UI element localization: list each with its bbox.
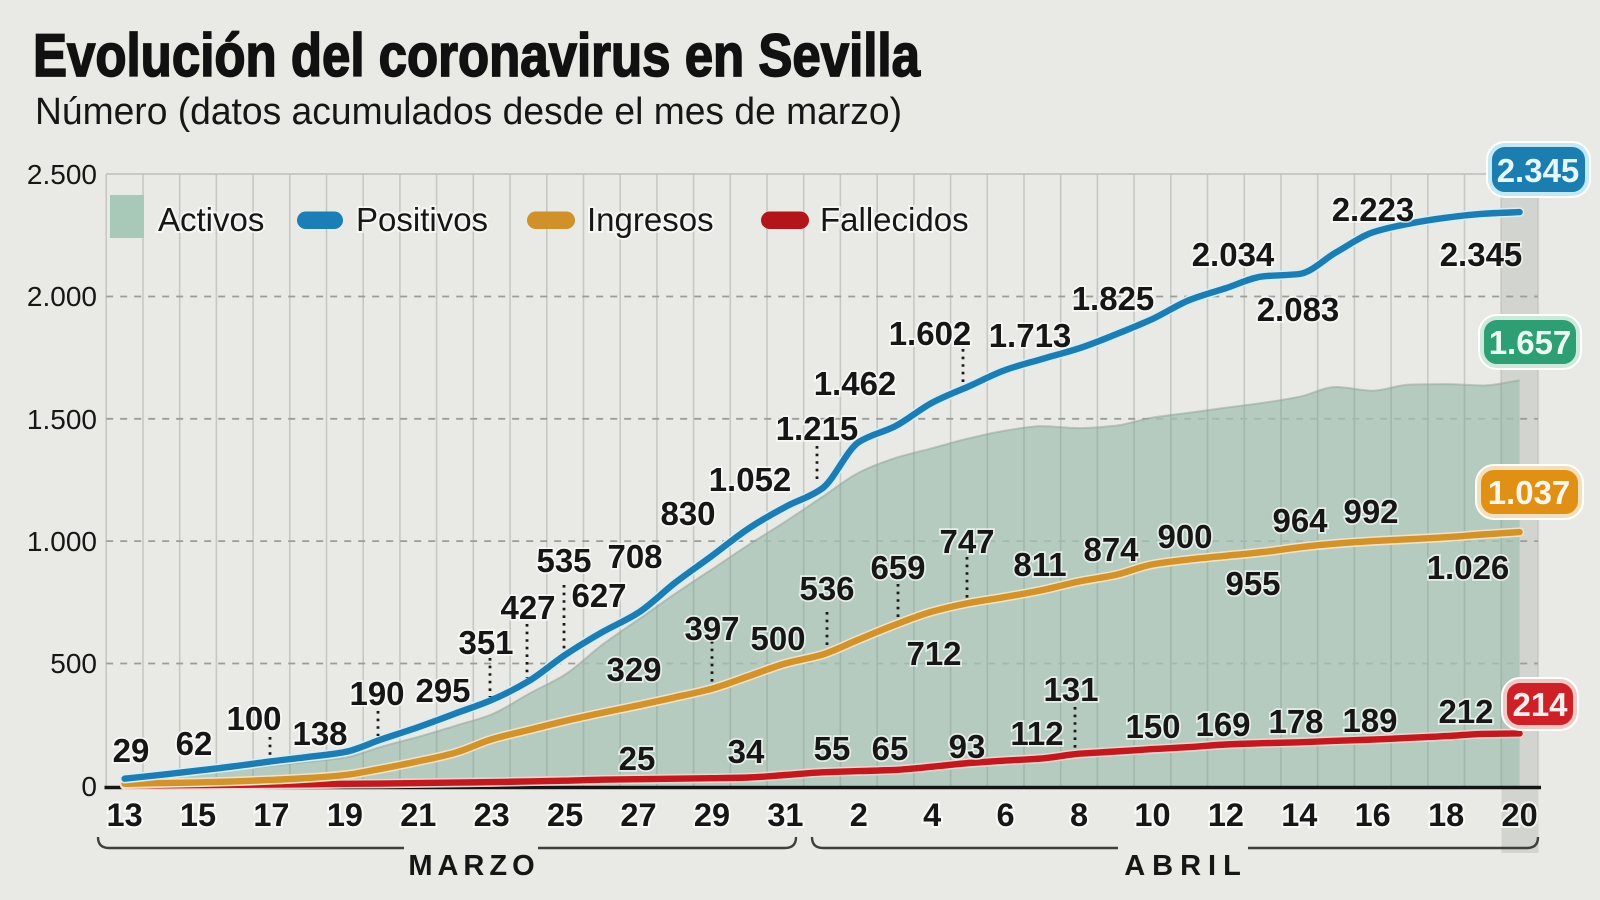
svg-text:14: 14 (1281, 797, 1317, 833)
svg-text:6: 6 (997, 797, 1015, 833)
svg-text:535: 535 (536, 542, 591, 579)
svg-text:169: 169 (1195, 706, 1250, 743)
svg-text:214: 214 (1512, 686, 1568, 723)
svg-text:Número (datos acumulados desde: Número (datos acumulados desde el mes de… (35, 90, 902, 132)
svg-text:Evolución del coronavirus en S: Evolución del coronavirus en Sevilla (33, 22, 921, 89)
svg-text:2: 2 (850, 797, 868, 833)
svg-text:29: 29 (113, 732, 150, 769)
svg-text:ABRIL: ABRIL (1124, 850, 1248, 882)
svg-text:874: 874 (1083, 531, 1139, 568)
svg-text:500: 500 (50, 648, 97, 679)
svg-text:712: 712 (906, 635, 961, 672)
svg-text:2.345: 2.345 (1497, 152, 1580, 189)
svg-text:295: 295 (415, 672, 470, 709)
svg-text:25: 25 (547, 797, 583, 833)
svg-text:55: 55 (814, 730, 851, 767)
svg-text:811: 811 (1013, 546, 1066, 583)
svg-text:Activos: Activos (158, 201, 264, 238)
svg-text:1.500: 1.500 (27, 404, 97, 435)
svg-text:500: 500 (750, 620, 805, 657)
svg-text:131: 131 (1043, 671, 1098, 708)
svg-text:20: 20 (1502, 797, 1538, 833)
svg-text:18: 18 (1428, 797, 1464, 833)
svg-text:212: 212 (1438, 693, 1493, 730)
svg-text:1.215: 1.215 (776, 410, 859, 447)
svg-text:900: 900 (1157, 518, 1212, 555)
svg-text:31: 31 (767, 797, 803, 833)
svg-text:27: 27 (620, 797, 656, 833)
svg-text:1.657: 1.657 (1489, 324, 1572, 361)
svg-text:8: 8 (1070, 797, 1088, 833)
svg-text:138: 138 (292, 715, 347, 752)
svg-text:397: 397 (684, 610, 739, 647)
svg-text:830: 830 (660, 495, 715, 532)
svg-text:536: 536 (799, 570, 854, 607)
svg-text:93: 93 (949, 728, 986, 765)
svg-text:992: 992 (1343, 493, 1398, 530)
svg-text:2.034: 2.034 (1192, 236, 1275, 273)
svg-text:1.825: 1.825 (1072, 280, 1155, 317)
svg-text:190: 190 (349, 675, 404, 712)
svg-text:964: 964 (1272, 502, 1328, 539)
svg-text:178: 178 (1268, 703, 1323, 740)
svg-text:708: 708 (607, 538, 662, 575)
svg-text:MARZO: MARZO (408, 850, 539, 882)
svg-text:2.500: 2.500 (27, 159, 97, 190)
svg-text:34: 34 (728, 733, 765, 770)
svg-text:351: 351 (458, 624, 513, 661)
svg-text:15: 15 (180, 797, 216, 833)
svg-text:16: 16 (1355, 797, 1391, 833)
svg-text:10: 10 (1134, 797, 1170, 833)
svg-text:23: 23 (474, 797, 510, 833)
svg-text:Fallecidos: Fallecidos (820, 201, 969, 238)
svg-text:150: 150 (1125, 708, 1180, 745)
svg-text:1.037: 1.037 (1488, 474, 1571, 511)
svg-text:4: 4 (923, 797, 941, 833)
svg-text:17: 17 (253, 797, 289, 833)
svg-text:62: 62 (176, 725, 213, 762)
svg-text:1.026: 1.026 (1427, 549, 1510, 586)
svg-text:19: 19 (327, 797, 363, 833)
svg-text:2.345: 2.345 (1440, 236, 1523, 273)
svg-text:112: 112 (1010, 715, 1063, 752)
svg-text:1.713: 1.713 (989, 317, 1072, 354)
svg-text:13: 13 (107, 797, 143, 833)
svg-text:955: 955 (1225, 565, 1280, 602)
svg-text:1.000: 1.000 (27, 526, 97, 557)
svg-text:0: 0 (81, 771, 97, 802)
svg-text:12: 12 (1208, 797, 1244, 833)
svg-text:25: 25 (619, 740, 656, 777)
svg-text:659: 659 (870, 549, 925, 586)
svg-text:189: 189 (1342, 702, 1397, 739)
svg-text:427: 427 (500, 589, 555, 626)
svg-text:2.000: 2.000 (27, 281, 97, 312)
svg-text:627: 627 (571, 577, 626, 614)
svg-text:100: 100 (226, 700, 281, 737)
svg-text:Ingresos: Ingresos (587, 201, 714, 238)
svg-text:2.223: 2.223 (1332, 191, 1415, 228)
svg-text:21: 21 (400, 797, 436, 833)
svg-text:29: 29 (694, 797, 730, 833)
svg-text:1.052: 1.052 (709, 461, 792, 498)
svg-text:1.462: 1.462 (814, 365, 897, 402)
svg-text:329: 329 (606, 651, 661, 688)
svg-text:Positivos: Positivos (356, 201, 488, 238)
svg-text:1.602: 1.602 (889, 315, 972, 352)
svg-text:2.083: 2.083 (1257, 291, 1340, 328)
svg-text:747: 747 (939, 523, 994, 560)
svg-text:65: 65 (872, 730, 909, 767)
